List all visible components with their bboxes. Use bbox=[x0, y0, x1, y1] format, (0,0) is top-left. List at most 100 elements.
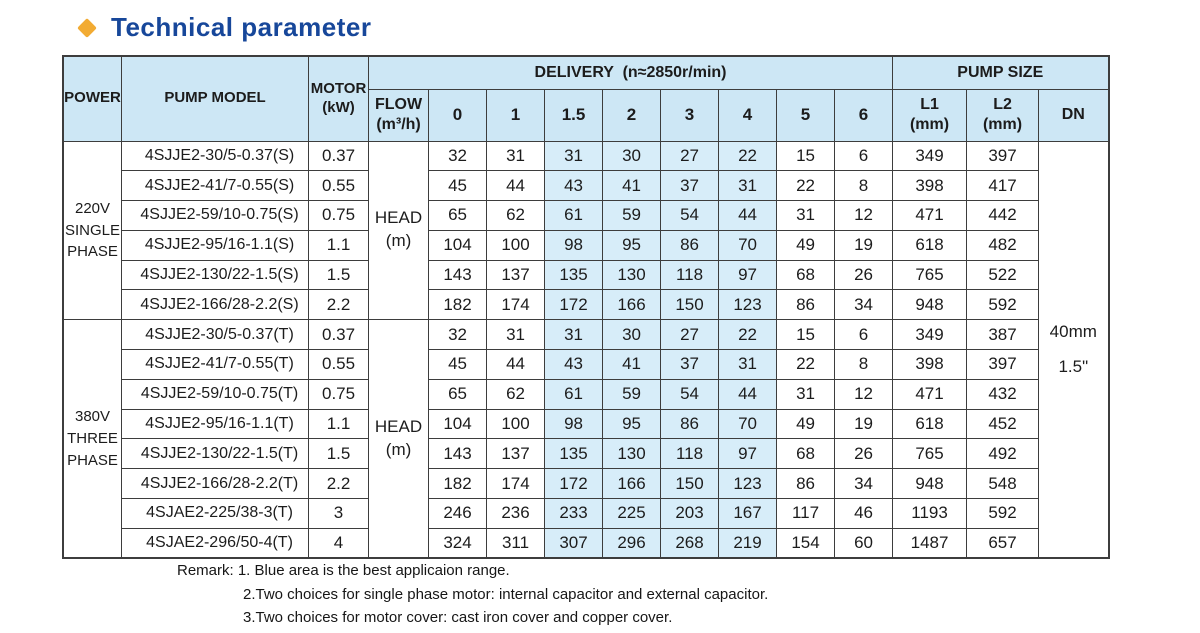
l2-cell: 657 bbox=[966, 527, 1040, 559]
l1-cell: 765 bbox=[892, 438, 968, 470]
delivery-value-cell: 65 bbox=[428, 200, 488, 231]
delivery-value-cell: 30 bbox=[602, 140, 662, 172]
motor-kw-cell: 1.5 bbox=[308, 259, 370, 291]
delivery-value-cell: 246 bbox=[428, 498, 488, 529]
delivery-value-cell: 60 bbox=[834, 527, 894, 559]
delivery-value-cell: 123 bbox=[718, 289, 778, 321]
delivery-value-cell: 22 bbox=[718, 319, 778, 351]
l2-cell: 417 bbox=[966, 170, 1040, 202]
delivery-value-cell: 31 bbox=[486, 140, 546, 172]
delivery-value-cell: 307 bbox=[544, 527, 604, 559]
delivery-value-cell: 97 bbox=[718, 438, 778, 470]
delivery-value-cell: 44 bbox=[486, 349, 546, 380]
delivery-value-cell: 95 bbox=[602, 229, 662, 261]
delivery-value-cell: 167 bbox=[718, 498, 778, 529]
motor-kw-cell: 0.37 bbox=[308, 140, 370, 172]
delivery-value-cell: 137 bbox=[486, 438, 546, 470]
pump-model-cell: 4SJJE2-30/5-0.37(T) bbox=[121, 319, 310, 351]
delivery-value-cell: 34 bbox=[834, 468, 894, 500]
remark-line-1: Remark: 1. Blue area is the best applica… bbox=[177, 562, 510, 579]
delivery-value-cell: 154 bbox=[776, 527, 836, 559]
delivery-value-cell: 46 bbox=[834, 498, 894, 529]
delivery-value-cell: 43 bbox=[544, 349, 604, 380]
delivery-value-cell: 12 bbox=[834, 200, 894, 231]
col-header-flow-4: 4 bbox=[718, 88, 778, 142]
delivery-value-cell: 182 bbox=[428, 468, 488, 500]
l2-cell: 548 bbox=[966, 468, 1040, 500]
pump-model-cell: 4SJJE2-59/10-0.75(S) bbox=[121, 200, 310, 231]
delivery-value-cell: 19 bbox=[834, 408, 894, 440]
l2-cell: 522 bbox=[966, 259, 1040, 291]
header-row-top: POWER PUMP MODEL MOTOR (kW) DELIVERY (n≈… bbox=[62, 55, 1110, 142]
delivery-value-cell: 98 bbox=[544, 229, 604, 261]
motor-kw-cell: 0.55 bbox=[308, 349, 370, 380]
l1-cell: 398 bbox=[892, 349, 968, 380]
delivery-value-cell: 44 bbox=[718, 378, 778, 410]
delivery-value-cell: 27 bbox=[660, 140, 720, 172]
delivery-value-cell: 100 bbox=[486, 408, 546, 440]
delivery-value-cell: 166 bbox=[602, 289, 662, 321]
delivery-value-cell: 172 bbox=[544, 289, 604, 321]
motor-kw-cell: 3 bbox=[308, 498, 370, 529]
l2-cell: 592 bbox=[966, 289, 1040, 321]
delivery-value-cell: 32 bbox=[428, 140, 488, 172]
delivery-value-cell: 86 bbox=[776, 468, 836, 500]
table-row: 4SJJE2-59/10-0.75(T) 0.75 65 62 61 59 54… bbox=[63, 378, 1109, 410]
pump-model-cell: 4SJJE2-41/7-0.55(T) bbox=[121, 349, 310, 380]
motor-kw-cell: 0.75 bbox=[308, 378, 370, 410]
delivery-value-cell: 8 bbox=[834, 170, 894, 202]
delivery-value-cell: 19 bbox=[834, 229, 894, 261]
pump-model-cell: 4SJJE2-130/22-1.5(T) bbox=[121, 438, 310, 470]
delivery-value-cell: 34 bbox=[834, 289, 894, 321]
l1-cell: 471 bbox=[892, 378, 968, 410]
col-header-pump-model: PUMP MODEL bbox=[121, 55, 310, 142]
delivery-value-cell: 43 bbox=[544, 170, 604, 202]
remark-line-3: 3.Two choices for motor cover: cast iron… bbox=[243, 609, 673, 626]
delivery-value-cell: 68 bbox=[776, 438, 836, 470]
delivery-value-cell: 65 bbox=[428, 378, 488, 410]
delivery-value-cell: 26 bbox=[834, 259, 894, 291]
delivery-value-cell: 174 bbox=[486, 468, 546, 500]
delivery-value-cell: 268 bbox=[660, 527, 720, 559]
delivery-value-cell: 59 bbox=[602, 378, 662, 410]
delivery-value-cell: 143 bbox=[428, 259, 488, 291]
col-header-flow-1-5: 1.5 bbox=[544, 88, 604, 142]
delivery-value-cell: 236 bbox=[486, 498, 546, 529]
delivery-value-cell: 59 bbox=[602, 200, 662, 231]
delivery-value-cell: 296 bbox=[602, 527, 662, 559]
delivery-value-cell: 97 bbox=[718, 259, 778, 291]
section-title: Technical parameter bbox=[77, 12, 371, 43]
l1-cell: 471 bbox=[892, 200, 968, 231]
delivery-value-cell: 22 bbox=[776, 170, 836, 202]
delivery-value-cell: 15 bbox=[776, 319, 836, 351]
col-header-flow: FLOW (m³/h) bbox=[368, 88, 430, 142]
delivery-value-cell: 70 bbox=[718, 229, 778, 261]
pump-model-cell: 4SJJE2-59/10-0.75(T) bbox=[121, 378, 310, 410]
delivery-value-cell: 31 bbox=[718, 349, 778, 380]
delivery-value-cell: 12 bbox=[834, 378, 894, 410]
delivery-value-cell: 150 bbox=[660, 468, 720, 500]
pump-model-cell: 4SJJE2-95/16-1.1(T) bbox=[121, 408, 310, 440]
delivery-value-cell: 61 bbox=[544, 378, 604, 410]
motor-kw-cell: 2.2 bbox=[308, 468, 370, 500]
delivery-value-cell: 225 bbox=[602, 498, 662, 529]
delivery-value-cell: 98 bbox=[544, 408, 604, 440]
col-header-pump-size: PUMP SIZE bbox=[892, 55, 1110, 90]
l2-cell: 442 bbox=[966, 200, 1040, 231]
delivery-value-cell: 118 bbox=[660, 438, 720, 470]
delivery-value-cell: 6 bbox=[834, 140, 894, 172]
table-row: 4SJJE2-166/28-2.2(S) 2.2 182 174 172 166… bbox=[63, 289, 1109, 321]
delivery-value-cell: 150 bbox=[660, 289, 720, 321]
delivery-value-cell: 6 bbox=[834, 319, 894, 351]
delivery-value-cell: 54 bbox=[660, 200, 720, 231]
table-row: 4SJJE2-59/10-0.75(S) 0.75 65 62 61 59 54… bbox=[63, 200, 1109, 231]
delivery-value-cell: 31 bbox=[486, 319, 546, 351]
remark: Remark: 1. Blue area is the best applica… bbox=[177, 559, 768, 630]
motor-kw-cell: 0.75 bbox=[308, 200, 370, 231]
delivery-value-cell: 22 bbox=[776, 349, 836, 380]
delivery-value-cell: 86 bbox=[776, 289, 836, 321]
delivery-value-cell: 166 bbox=[602, 468, 662, 500]
delivery-value-cell: 143 bbox=[428, 438, 488, 470]
table-row: 4SJJE2-95/16-1.1(S) 1.1 104 100 98 95 86… bbox=[63, 229, 1109, 261]
